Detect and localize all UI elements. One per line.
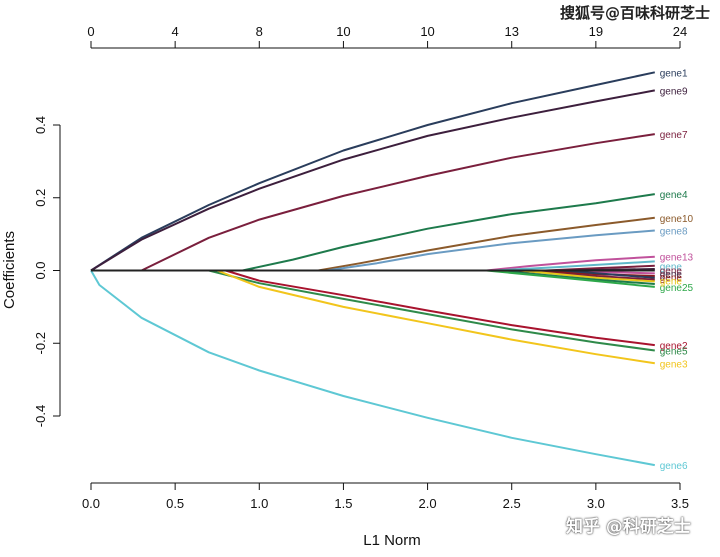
series-label: gene	[660, 273, 683, 284]
top-axis-tick-label: 13	[504, 24, 518, 39]
top-axis-tick-label: 0	[87, 24, 94, 39]
x-tick-label: 0.5	[166, 496, 184, 511]
series-label: gene8	[660, 226, 688, 237]
coefficient-paths	[90, 71, 656, 467]
coefficient-path-line	[90, 71, 656, 272]
x-tick-label: 1.0	[250, 496, 268, 511]
top-axis-tick-label: 10	[336, 24, 350, 39]
series-label: gene10	[660, 214, 694, 225]
axes: 0.0 0.5 1.0 1.5 2.0 2.5 3.0 3.5 0 4 8 10 10 13 19 24 -0.…	[33, 24, 689, 511]
series-label: gene13	[660, 253, 694, 264]
top-axis-tick-label: 19	[589, 24, 603, 39]
series-label: gene	[660, 262, 683, 273]
series-labels: gene1gene9gene7gene4gene10gene8gene13gen…	[660, 68, 694, 472]
series-label: gene	[660, 269, 683, 280]
coefficient-path-line	[326, 229, 655, 272]
series-label: gene3	[660, 359, 688, 370]
coefficient-path-line	[494, 269, 655, 285]
coefficient-path-line	[494, 260, 655, 272]
watermark-top: 搜狐号@百味科研芝士	[560, 4, 711, 22]
x-tick-label: 2.0	[419, 496, 437, 511]
x-tick-label: 3.0	[587, 496, 605, 511]
series-label: gene4	[660, 190, 688, 201]
coefficient-path-line	[242, 193, 655, 272]
y-tick-label: 0.4	[33, 116, 48, 134]
coefficient-path-line	[486, 255, 655, 272]
series-label: gene	[660, 277, 683, 288]
coefficient-path-line	[90, 89, 655, 272]
y-tick-label: -0.2	[33, 332, 48, 354]
series-label: gene2	[660, 341, 688, 352]
top-axis-tick-label: 24	[673, 24, 687, 39]
top-axis-tick-label: 10	[420, 24, 434, 39]
coefficient-path-line	[318, 216, 655, 272]
x-tick-label: 2.5	[503, 496, 521, 511]
series-label: gene	[660, 266, 683, 277]
x-tick-label: 0.0	[82, 496, 100, 511]
x-tick-label: 3.5	[671, 496, 689, 511]
coefficient-path-line	[225, 269, 655, 347]
watermark-bottom: 知乎 @科研芝士	[566, 517, 691, 537]
top-axis-tick-label: 4	[172, 24, 179, 39]
series-label: gene6	[660, 461, 688, 472]
coefficient-path-line	[141, 133, 655, 272]
coefficient-path-line	[216, 269, 655, 365]
y-axis-label: Coefficients	[1, 231, 18, 309]
coefficient-path-line	[486, 269, 655, 288]
x-tick-label: 1.5	[334, 496, 352, 511]
series-label: gene25	[660, 283, 694, 294]
x-axis-label: L1 Norm	[363, 532, 421, 549]
coefficient-path-line	[208, 269, 655, 352]
series-label: gene5	[660, 347, 688, 358]
series-label: gene1	[660, 68, 688, 79]
coefficient-path-line	[520, 269, 655, 283]
coefficient-path-line	[562, 269, 655, 279]
y-tick-label: 0.2	[33, 189, 48, 207]
y-tick-label: 0.0	[33, 261, 48, 279]
coefficient-path-line	[90, 269, 655, 467]
top-axis-tick-label: 8	[256, 24, 263, 39]
y-tick-label: -0.4	[33, 405, 48, 427]
series-label: gene9	[660, 86, 688, 97]
series-label: gene7	[660, 130, 688, 141]
